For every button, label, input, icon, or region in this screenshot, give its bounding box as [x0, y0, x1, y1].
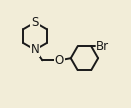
Text: S: S: [31, 16, 39, 29]
Text: O: O: [55, 54, 64, 67]
Text: N: N: [31, 43, 39, 56]
Text: Br: Br: [96, 40, 109, 53]
